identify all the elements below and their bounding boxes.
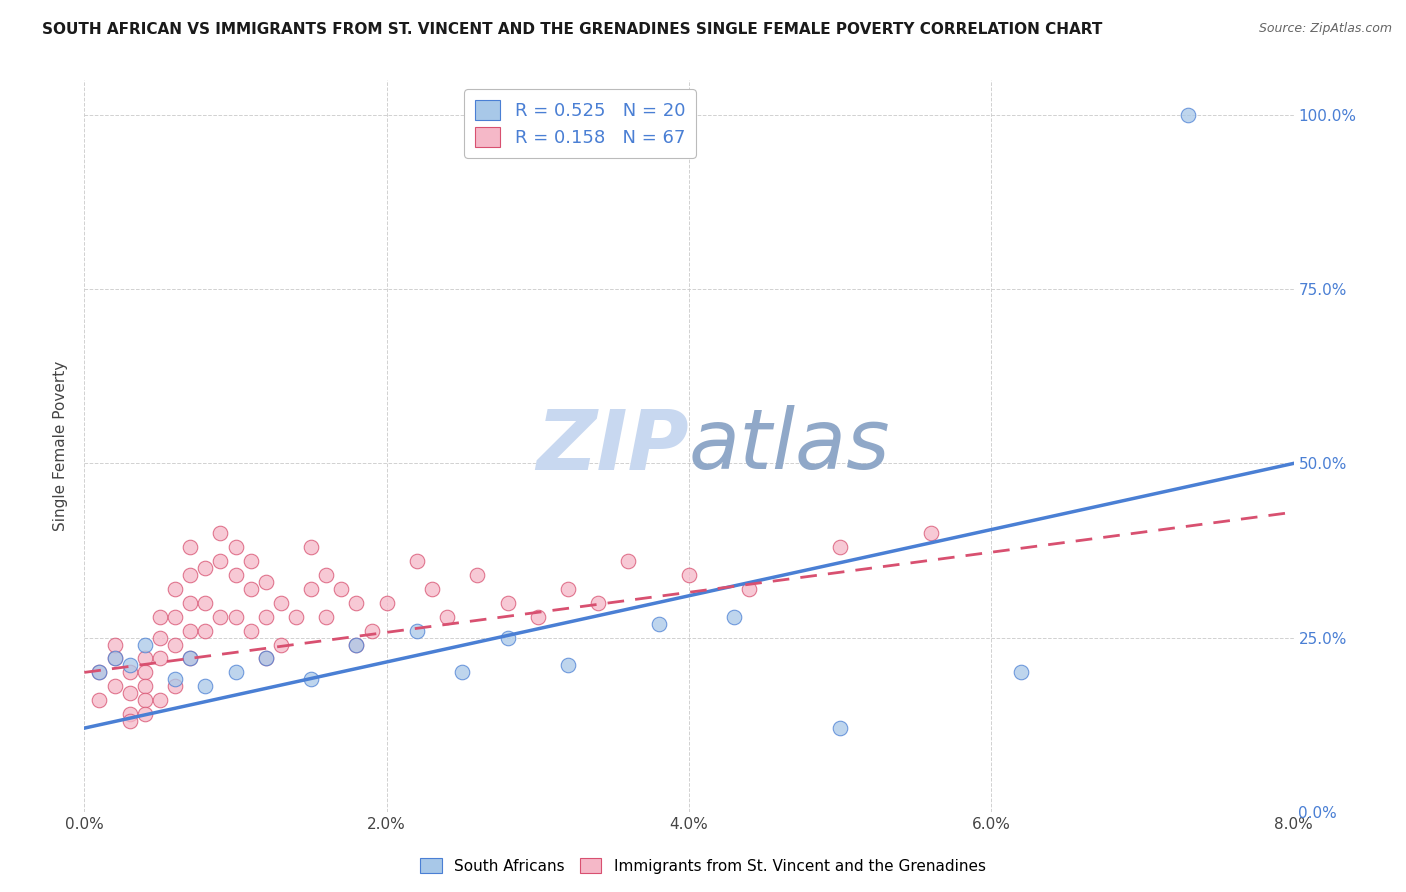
Point: [617, 554, 640, 568]
Point: [254, 651, 277, 665]
Point: [225, 540, 247, 554]
Point: [134, 665, 156, 680]
Point: [1011, 665, 1033, 680]
Point: [467, 567, 489, 582]
Point: [1177, 108, 1199, 122]
Point: [678, 567, 700, 582]
Point: [134, 693, 156, 707]
Point: [436, 609, 458, 624]
Point: [179, 567, 201, 582]
Point: [315, 609, 337, 624]
Point: [346, 638, 368, 652]
Point: [527, 609, 550, 624]
Point: [194, 624, 217, 638]
Point: [165, 582, 187, 596]
Point: [270, 596, 292, 610]
Legend: R = 0.525   N = 20, R = 0.158   N = 67: R = 0.525 N = 20, R = 0.158 N = 67: [464, 89, 696, 158]
Point: [165, 673, 187, 687]
Point: [118, 665, 141, 680]
Point: [118, 658, 141, 673]
Point: [557, 658, 579, 673]
Point: [254, 574, 277, 589]
Point: [360, 624, 382, 638]
Point: [179, 596, 201, 610]
Point: [830, 721, 852, 735]
Point: [496, 631, 519, 645]
Point: [179, 651, 201, 665]
Text: SOUTH AFRICAN VS IMMIGRANTS FROM ST. VINCENT AND THE GRENADINES SINGLE FEMALE PO: SOUTH AFRICAN VS IMMIGRANTS FROM ST. VIN…: [42, 22, 1102, 37]
Point: [209, 609, 232, 624]
Point: [346, 596, 368, 610]
Point: [299, 540, 322, 554]
Point: [209, 526, 232, 541]
Point: [330, 582, 353, 596]
Point: [149, 609, 172, 624]
Point: [254, 609, 277, 624]
Point: [104, 651, 127, 665]
Point: [451, 665, 474, 680]
Point: [406, 624, 429, 638]
Point: [225, 665, 247, 680]
Point: [194, 679, 217, 693]
Point: [299, 582, 322, 596]
Point: [420, 582, 443, 596]
Point: [315, 567, 337, 582]
Point: [179, 540, 201, 554]
Point: [89, 665, 111, 680]
Point: [723, 609, 745, 624]
Point: [118, 714, 141, 728]
Point: [104, 651, 127, 665]
Point: [104, 638, 127, 652]
Point: [134, 707, 156, 722]
Point: [738, 582, 761, 596]
Point: [557, 582, 579, 596]
Point: [134, 638, 156, 652]
Legend: South Africans, Immigrants from St. Vincent and the Grenadines: South Africans, Immigrants from St. Vinc…: [415, 852, 991, 880]
Point: [209, 554, 232, 568]
Point: [588, 596, 610, 610]
Point: [89, 665, 111, 680]
Point: [299, 673, 322, 687]
Point: [239, 582, 262, 596]
Point: [179, 651, 201, 665]
Point: [89, 693, 111, 707]
Point: [118, 686, 141, 700]
Point: [194, 561, 217, 575]
Point: [648, 616, 671, 631]
Point: [285, 609, 308, 624]
Point: [830, 540, 852, 554]
Point: [165, 609, 187, 624]
Y-axis label: Single Female Poverty: Single Female Poverty: [53, 361, 69, 531]
Point: [225, 567, 247, 582]
Text: Source: ZipAtlas.com: Source: ZipAtlas.com: [1258, 22, 1392, 36]
Point: [165, 679, 187, 693]
Point: [165, 638, 187, 652]
Point: [346, 638, 368, 652]
Point: [194, 596, 217, 610]
Point: [920, 526, 942, 541]
Point: [104, 679, 127, 693]
Point: [179, 624, 201, 638]
Point: [225, 609, 247, 624]
Point: [149, 631, 172, 645]
Point: [118, 707, 141, 722]
Point: [375, 596, 398, 610]
Text: atlas: atlas: [689, 406, 890, 486]
Point: [134, 679, 156, 693]
Point: [254, 651, 277, 665]
Point: [239, 624, 262, 638]
Point: [270, 638, 292, 652]
Point: [134, 651, 156, 665]
Point: [496, 596, 519, 610]
Point: [149, 693, 172, 707]
Point: [239, 554, 262, 568]
Text: ZIP: ZIP: [536, 406, 689, 486]
Point: [406, 554, 429, 568]
Point: [149, 651, 172, 665]
